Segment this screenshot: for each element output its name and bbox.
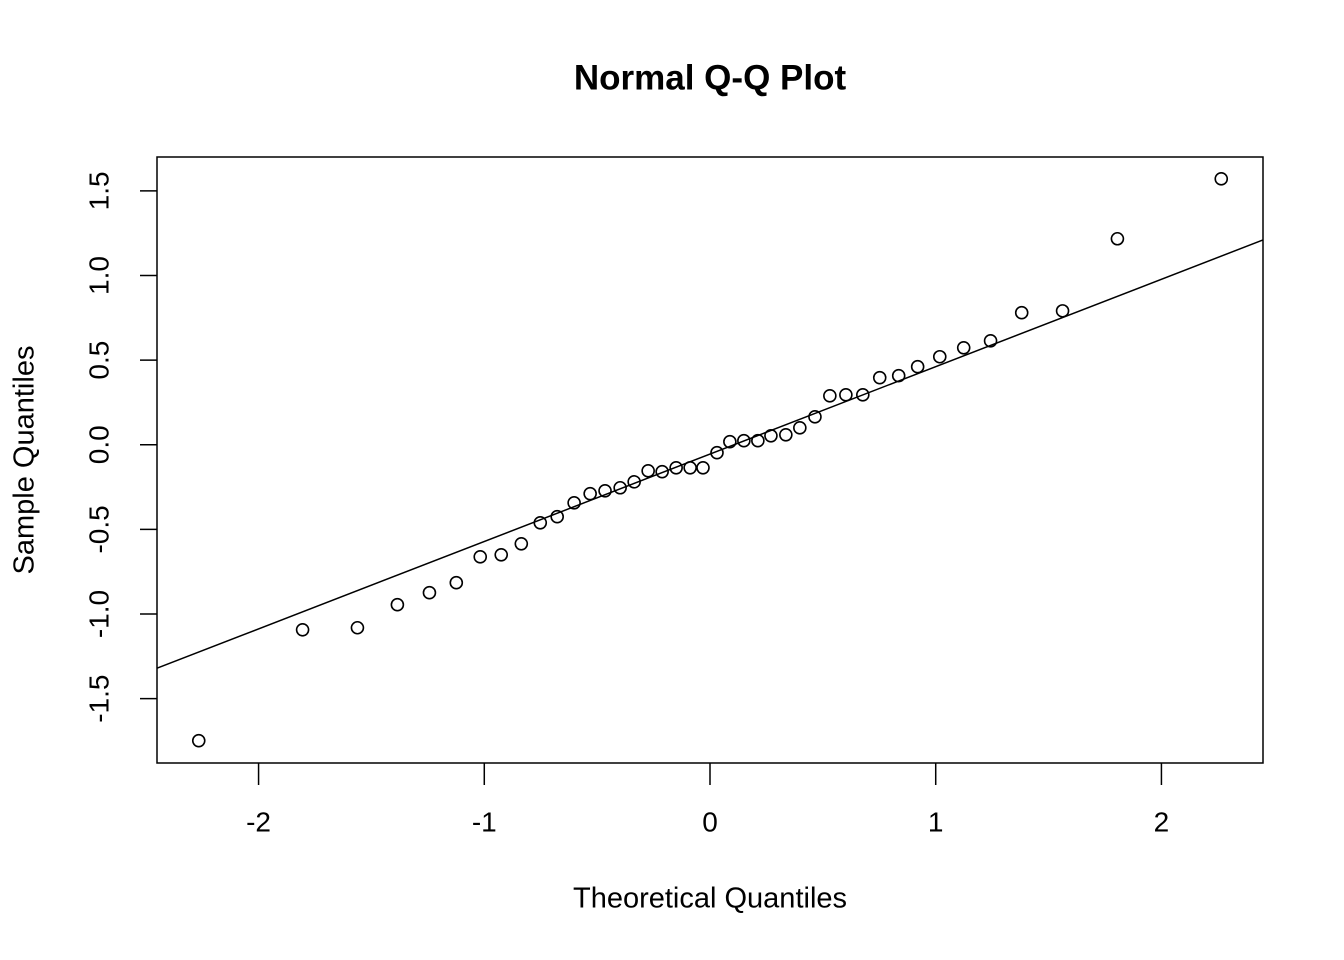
- y-tick-label: 1.5: [83, 171, 114, 210]
- point: [751, 433, 765, 448]
- chart-title: Normal Q-Q Plot: [574, 58, 847, 97]
- y-tick-label: 1.0: [83, 256, 114, 295]
- point: [872, 370, 887, 385]
- point: [956, 340, 971, 355]
- point: [350, 620, 365, 635]
- point: [191, 733, 206, 748]
- x-tick-label: 2: [1154, 806, 1170, 837]
- y-axis-label: Sample Quantiles: [9, 346, 41, 575]
- point: [723, 434, 737, 449]
- point: [793, 421, 807, 435]
- point: [764, 428, 778, 443]
- point: [808, 410, 822, 424]
- y-tick-label: -1.5: [83, 675, 114, 723]
- x-axis-label: Theoretical Quantiles: [573, 883, 847, 915]
- point: [779, 427, 793, 442]
- point: [1014, 305, 1029, 320]
- y-tick-label: -1.0: [83, 590, 114, 638]
- point: [983, 334, 998, 348]
- point: [583, 486, 597, 501]
- x-tick-label: -1: [472, 806, 497, 837]
- point: [613, 480, 627, 495]
- point: [533, 516, 548, 530]
- point: [655, 464, 669, 479]
- point: [1110, 231, 1125, 246]
- y-tick-label: -0.5: [83, 505, 114, 553]
- point: [494, 547, 509, 562]
- point: [856, 388, 870, 402]
- point: [390, 597, 405, 612]
- point: [669, 460, 683, 475]
- reference-line: [156, 239, 1264, 669]
- point: [839, 388, 853, 402]
- point: [598, 484, 612, 498]
- point: [514, 536, 529, 551]
- point: [910, 359, 925, 374]
- point: [627, 475, 641, 489]
- point: [710, 445, 724, 460]
- y-tick-label: 0.5: [83, 341, 114, 380]
- point: [1214, 172, 1229, 186]
- point: [449, 575, 464, 590]
- y-tick-label: 0.0: [83, 425, 114, 464]
- point: [737, 433, 751, 448]
- point: [641, 464, 655, 478]
- point: [696, 460, 710, 475]
- x-tick-label: 0: [702, 806, 718, 837]
- x-tick-label: 1: [928, 806, 944, 837]
- x-tick-label: -2: [246, 806, 271, 837]
- point: [891, 368, 906, 383]
- plot-frame: [156, 156, 1264, 764]
- point: [550, 509, 564, 524]
- point: [422, 585, 437, 600]
- point: [1055, 304, 1070, 318]
- point: [823, 389, 837, 403]
- point: [932, 349, 947, 364]
- point: [295, 622, 310, 637]
- point: [473, 550, 488, 564]
- point: [683, 460, 697, 475]
- point: [567, 496, 581, 510]
